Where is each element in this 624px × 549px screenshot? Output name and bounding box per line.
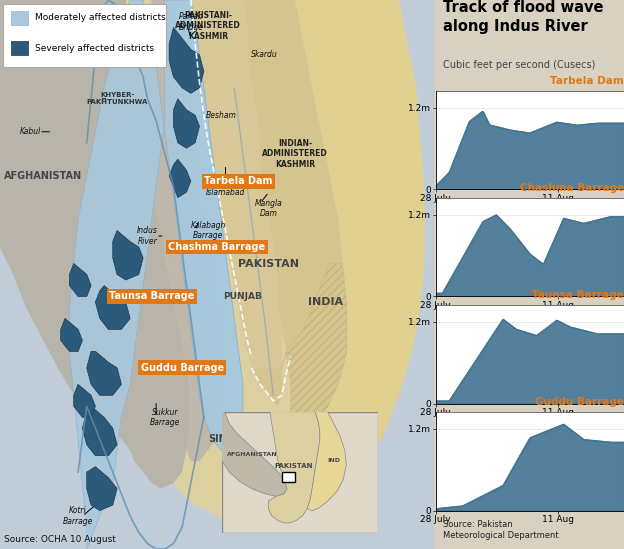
Text: Taunsa Barrage: Taunsa Barrage (109, 292, 195, 301)
Text: Kalabagh
Barrage: Kalabagh Barrage (190, 221, 226, 240)
Polygon shape (268, 412, 319, 523)
Text: PAKISTANI-
ADMINISTERED
KASHMIR: PAKISTANI- ADMINISTERED KASHMIR (175, 11, 241, 41)
Text: Tarbela Dam: Tarbela Dam (550, 76, 624, 86)
Text: SINDH: SINDH (208, 434, 243, 444)
Text: Besham: Besham (206, 111, 236, 120)
Text: Moderately affected districts: Moderately affected districts (35, 13, 165, 22)
Polygon shape (222, 412, 287, 496)
Text: Guddu Barrage: Guddu Barrage (140, 363, 224, 373)
Text: Chashma Barrage: Chashma Barrage (520, 183, 624, 193)
FancyBboxPatch shape (11, 11, 28, 25)
Text: IND: IND (328, 457, 340, 463)
Text: Severely affected districts: Severely affected districts (35, 44, 154, 53)
Text: Sukkur
Barrage: Sukkur Barrage (150, 407, 180, 427)
Polygon shape (113, 231, 143, 280)
Text: INDIAN-
ADMINISTERED
KASHMIR: INDIAN- ADMINISTERED KASHMIR (262, 139, 328, 169)
Polygon shape (74, 384, 95, 417)
Polygon shape (191, 0, 282, 406)
Text: Guddu Barrage: Guddu Barrage (535, 397, 624, 407)
Text: AFGHANISTAN: AFGHANISTAN (227, 451, 278, 457)
Text: Islamabad: Islamabad (206, 188, 245, 197)
Text: PAKISTAN: PAKISTAN (274, 463, 313, 469)
Text: INDIA: INDIA (308, 297, 343, 307)
Text: Mangla
Dam: Mangla Dam (255, 199, 283, 219)
Polygon shape (69, 0, 243, 549)
Text: AFGHANISTAN: AFGHANISTAN (4, 171, 82, 181)
Polygon shape (169, 159, 191, 198)
Polygon shape (282, 0, 425, 505)
Polygon shape (95, 285, 130, 329)
Polygon shape (126, 0, 291, 527)
Bar (282, 472, 295, 482)
Polygon shape (69, 264, 91, 296)
FancyBboxPatch shape (11, 41, 28, 55)
Text: Indus
River: Indus River (137, 226, 158, 246)
Text: Skardu: Skardu (251, 51, 278, 59)
Polygon shape (0, 0, 191, 489)
Text: Taunsa Barrage: Taunsa Barrage (532, 290, 624, 300)
Text: Tarbela Dam: Tarbela Dam (204, 176, 273, 186)
Polygon shape (165, 0, 243, 450)
Polygon shape (87, 467, 117, 511)
Polygon shape (82, 406, 117, 456)
Polygon shape (173, 99, 200, 148)
Text: Source: OCHA 10 August: Source: OCHA 10 August (4, 535, 116, 544)
Polygon shape (87, 351, 122, 395)
Text: Kotri
Barrage: Kotri Barrage (63, 506, 93, 526)
Text: Source: Pakistan
Meteorological Department: Source: Pakistan Meteorological Departme… (443, 520, 558, 540)
Polygon shape (61, 318, 82, 351)
Text: Cubic feet per second (Cusecs): Cubic feet per second (Cusecs) (443, 60, 595, 70)
Text: Partab
Bridge: Partab Bridge (178, 12, 203, 32)
Polygon shape (143, 0, 225, 461)
Text: Kabul: Kabul (20, 127, 41, 136)
Text: KHYBER-
PAKHTUNKHWA: KHYBER- PAKHTUNKHWA (86, 92, 148, 105)
Text: Track of flood wave
along Indus River: Track of flood wave along Indus River (443, 0, 603, 33)
Polygon shape (243, 0, 347, 505)
Text: Chashma Barrage: Chashma Barrage (168, 242, 265, 252)
Polygon shape (169, 27, 204, 93)
Polygon shape (243, 0, 347, 505)
Text: PUNJAB: PUNJAB (223, 292, 262, 301)
FancyBboxPatch shape (4, 4, 165, 67)
Text: PAKISTAN: PAKISTAN (238, 259, 300, 268)
Polygon shape (307, 412, 346, 511)
